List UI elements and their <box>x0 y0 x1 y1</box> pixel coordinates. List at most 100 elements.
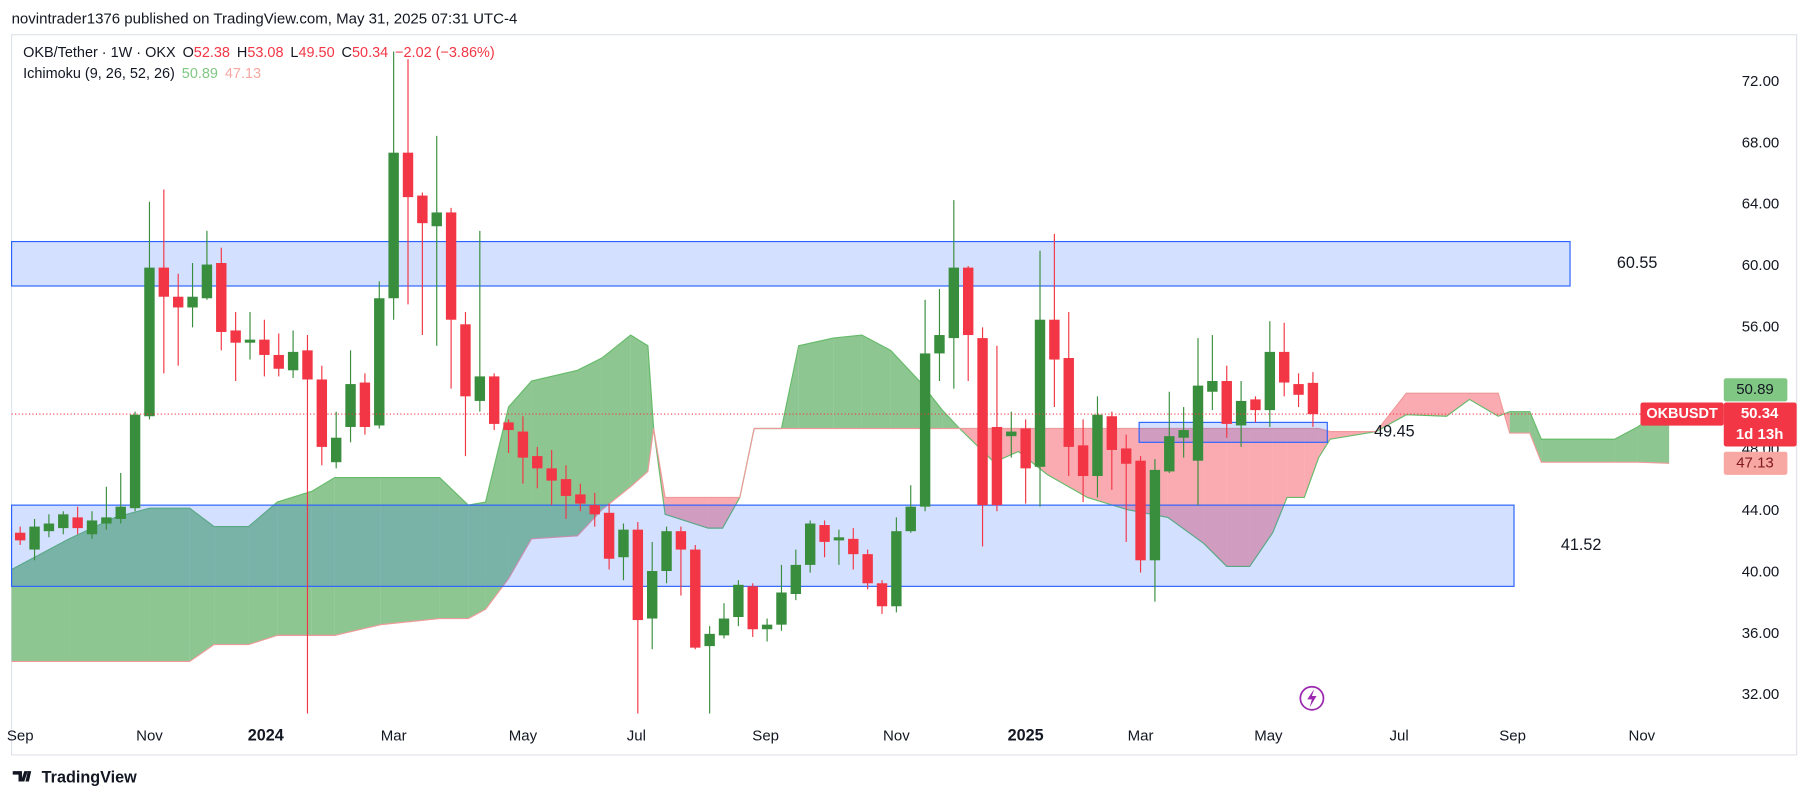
candle-body <box>1192 385 1204 461</box>
candle-body <box>1049 319 1060 360</box>
candle-body <box>330 437 342 463</box>
alert-bolt[interactable] <box>1307 689 1317 708</box>
candle-body <box>977 338 988 506</box>
countdown-label: 1d 13h <box>1736 426 1784 443</box>
candle-body <box>546 468 557 481</box>
cloud-segment <box>1226 428 1250 567</box>
y-tick-label: 44.00 <box>1742 502 1780 519</box>
candle-body <box>187 296 198 308</box>
x-tick-label: Nov <box>1628 727 1655 744</box>
legend-change: −2.02 (−3.86%) <box>395 45 495 61</box>
brand-mark <box>12 771 32 782</box>
candle-body <box>230 330 241 343</box>
candle-body <box>1149 469 1161 561</box>
candle-body <box>1120 448 1132 464</box>
cloud-segment <box>248 502 278 645</box>
cloud-segment <box>630 335 648 487</box>
candle-body <box>43 523 55 532</box>
candle-body <box>646 571 658 619</box>
x-tick-label: 2024 <box>248 727 284 745</box>
indicator-value: 50.89 <box>182 66 218 82</box>
cloud-segment <box>1406 393 1447 417</box>
candle-body <box>1307 382 1319 415</box>
candle-body <box>58 514 69 529</box>
cloud-segment <box>380 477 440 625</box>
candle-body <box>503 422 514 431</box>
span-a-badge <box>1723 378 1788 402</box>
candle-body <box>86 520 98 535</box>
candle-body <box>632 529 644 621</box>
price-badge <box>1723 402 1797 447</box>
candle-body <box>747 586 758 630</box>
cloud-segment <box>1287 428 1305 498</box>
candle-body <box>919 353 931 507</box>
cloud-segment <box>577 358 602 536</box>
candle-body <box>733 584 744 617</box>
zone-label: 41.52 <box>1561 536 1602 554</box>
cloud-segment <box>69 517 115 662</box>
y-tick-label: 72.00 <box>1742 73 1780 90</box>
cloud-boundary <box>11 392 1670 663</box>
candle-body <box>848 538 859 555</box>
cloud-segment <box>890 350 920 429</box>
span-b-badge <box>1723 451 1788 475</box>
candle-body <box>474 376 486 401</box>
ticker-badge <box>1640 402 1724 426</box>
legend-key: H <box>237 45 247 61</box>
candle-body <box>216 263 227 332</box>
candle-body <box>776 592 787 625</box>
candle-body <box>934 335 945 354</box>
cloud-segment <box>189 508 215 662</box>
legend-value: 52.38 <box>194 45 230 61</box>
symbol-legend: OKB/Tether · 1W · OKX O52.38 H53.08 L49.50 C… <box>23 45 495 61</box>
cloud-segment <box>942 410 960 429</box>
candle-body <box>862 554 873 584</box>
legend-key: C <box>342 45 352 61</box>
cloud-segment <box>647 345 654 472</box>
candle-body <box>402 152 414 198</box>
candle-body <box>460 324 471 397</box>
alert-icon[interactable] <box>1299 685 1325 711</box>
cloud-segment <box>1469 393 1499 417</box>
candle-body <box>603 512 615 559</box>
cloud-segment <box>1509 411 1530 434</box>
candle-body <box>488 376 500 424</box>
candle-body <box>761 624 773 630</box>
candle-body <box>833 537 845 541</box>
y-tick-label: 56.00 <box>1742 318 1780 335</box>
candle-body <box>1221 381 1232 424</box>
candle-body <box>445 212 457 320</box>
candle-body <box>704 633 715 647</box>
candle-body <box>1020 428 1031 469</box>
candle-body <box>345 384 356 427</box>
legend-key: L <box>290 45 298 61</box>
cloud-segment <box>214 526 249 645</box>
candle-body <box>876 583 888 607</box>
cloud-segment <box>1304 428 1319 498</box>
candle-body <box>1250 399 1261 411</box>
candle-body <box>819 525 830 542</box>
cloud-boundary <box>11 334 1670 571</box>
cloud-segment <box>277 491 312 636</box>
candle-body <box>1092 414 1103 477</box>
candle-body <box>1006 431 1017 437</box>
cloud-segment <box>1203 428 1227 567</box>
x-tick-label: May <box>1254 727 1283 744</box>
candle-body <box>1235 400 1247 426</box>
candle-body <box>991 426 1003 506</box>
x-tick-label: Jul <box>627 727 646 744</box>
zone-box <box>10 504 1515 587</box>
cloud-segment <box>1614 426 1638 463</box>
candle-body <box>115 506 126 519</box>
y-tick-label: 40.00 <box>1742 564 1780 581</box>
cloud-segment <box>11 538 70 662</box>
candle-body <box>388 152 399 299</box>
candle-body <box>1164 436 1175 472</box>
cloud-segment <box>798 338 834 429</box>
y-tick-label: 60.00 <box>1742 257 1780 274</box>
brand-logo <box>12 771 32 782</box>
candle-body <box>1178 430 1189 438</box>
candle-body <box>316 379 328 447</box>
brand-name: TradingView <box>42 768 137 786</box>
